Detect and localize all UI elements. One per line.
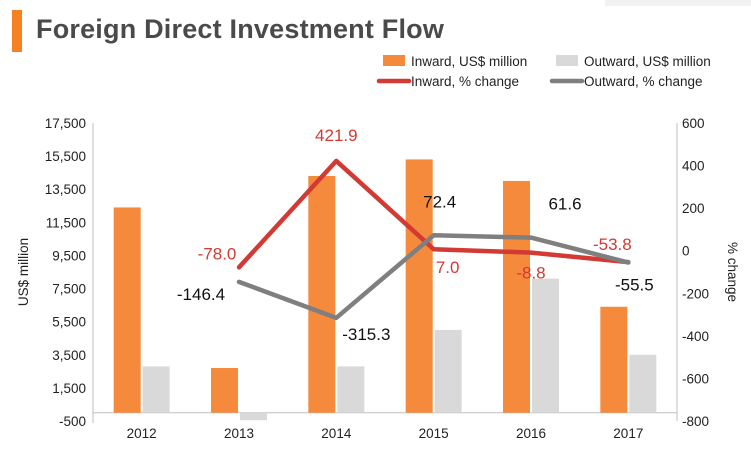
right-tick-label: 0 (682, 244, 690, 259)
x-tick-label: 2016 (516, 426, 546, 441)
legend-swatch-bar (383, 55, 405, 66)
inward-bar (503, 180, 530, 413)
left-tick-label: 7,500 (52, 282, 86, 297)
inward-pct-data-label: 421.9 (315, 126, 358, 145)
outward-bar (240, 412, 267, 421)
left-tick-label: 11,500 (46, 215, 86, 230)
x-tick-label: 2014 (321, 426, 352, 441)
inward-pct-data-label: -78.0 (198, 244, 237, 263)
legend-label: Inward, % change (411, 74, 519, 89)
left-tick-label: 9,500 (52, 248, 86, 263)
outward-bar (629, 354, 657, 413)
left-tick-label: 5,500 (52, 315, 86, 330)
right-tick-label: 600 (682, 116, 705, 131)
outward-pct-data-label: -55.5 (615, 276, 654, 295)
inward-bar (600, 306, 628, 413)
left-tick-label: 17,500 (45, 116, 86, 131)
right-tick-label: -800 (682, 414, 709, 429)
outward-pct-data-label: 72.4 (423, 192, 456, 211)
right-tick-label: -200 (682, 286, 709, 301)
right-tick-label: -400 (682, 329, 709, 344)
legend-label: Outward, % change (584, 74, 703, 89)
inward-pct-line (236, 158, 631, 270)
outward-bar (337, 366, 365, 413)
inward-bar (211, 368, 238, 413)
right-axis-title: % change (725, 242, 740, 302)
title-accent-bar (12, 10, 22, 52)
left-tick-label: 15,500 (45, 149, 86, 164)
outward-bar (434, 329, 462, 413)
left-tick-label: 13,500 (45, 182, 86, 197)
outward-pct-data-label: 61.6 (548, 195, 581, 214)
x-tick-label: 2017 (613, 426, 643, 441)
right-tick-label: 200 (682, 201, 705, 216)
outward-bar (532, 278, 559, 413)
left-tick-label: 1,500 (52, 381, 86, 396)
legend-swatch-bar (556, 55, 578, 66)
inward-pct-data-label: -53.8 (593, 235, 632, 254)
top-decor-strip (605, 0, 751, 6)
left-tick-label: -500 (59, 414, 86, 429)
right-tick-label: 400 (682, 159, 705, 174)
inward-pct-data-label: 7.0 (436, 258, 460, 277)
inward-bar (308, 175, 336, 413)
inward-bar (405, 159, 433, 413)
x-tick-label: 2013 (224, 426, 254, 441)
outward-pct-line (236, 233, 631, 321)
inward-pct-data-label: -8.8 (516, 264, 545, 283)
inward-bar (113, 207, 141, 413)
x-tick-label: 2015 (419, 426, 449, 441)
x-tick-label: 2012 (127, 426, 157, 441)
outward-bar (142, 366, 170, 413)
left-tick-label: 3,500 (52, 348, 86, 363)
right-tick-label: -600 (682, 371, 709, 386)
outward-pct-data-label: -146.4 (177, 285, 225, 304)
page-title: Foreign Direct Investment Flow (36, 14, 445, 44)
left-axis-title: US$ million (16, 238, 31, 306)
outward-pct-data-label: -315.3 (342, 325, 390, 344)
legend-label: Inward, US$ million (411, 54, 527, 69)
legend-label: Outward, US$ million (584, 54, 711, 69)
